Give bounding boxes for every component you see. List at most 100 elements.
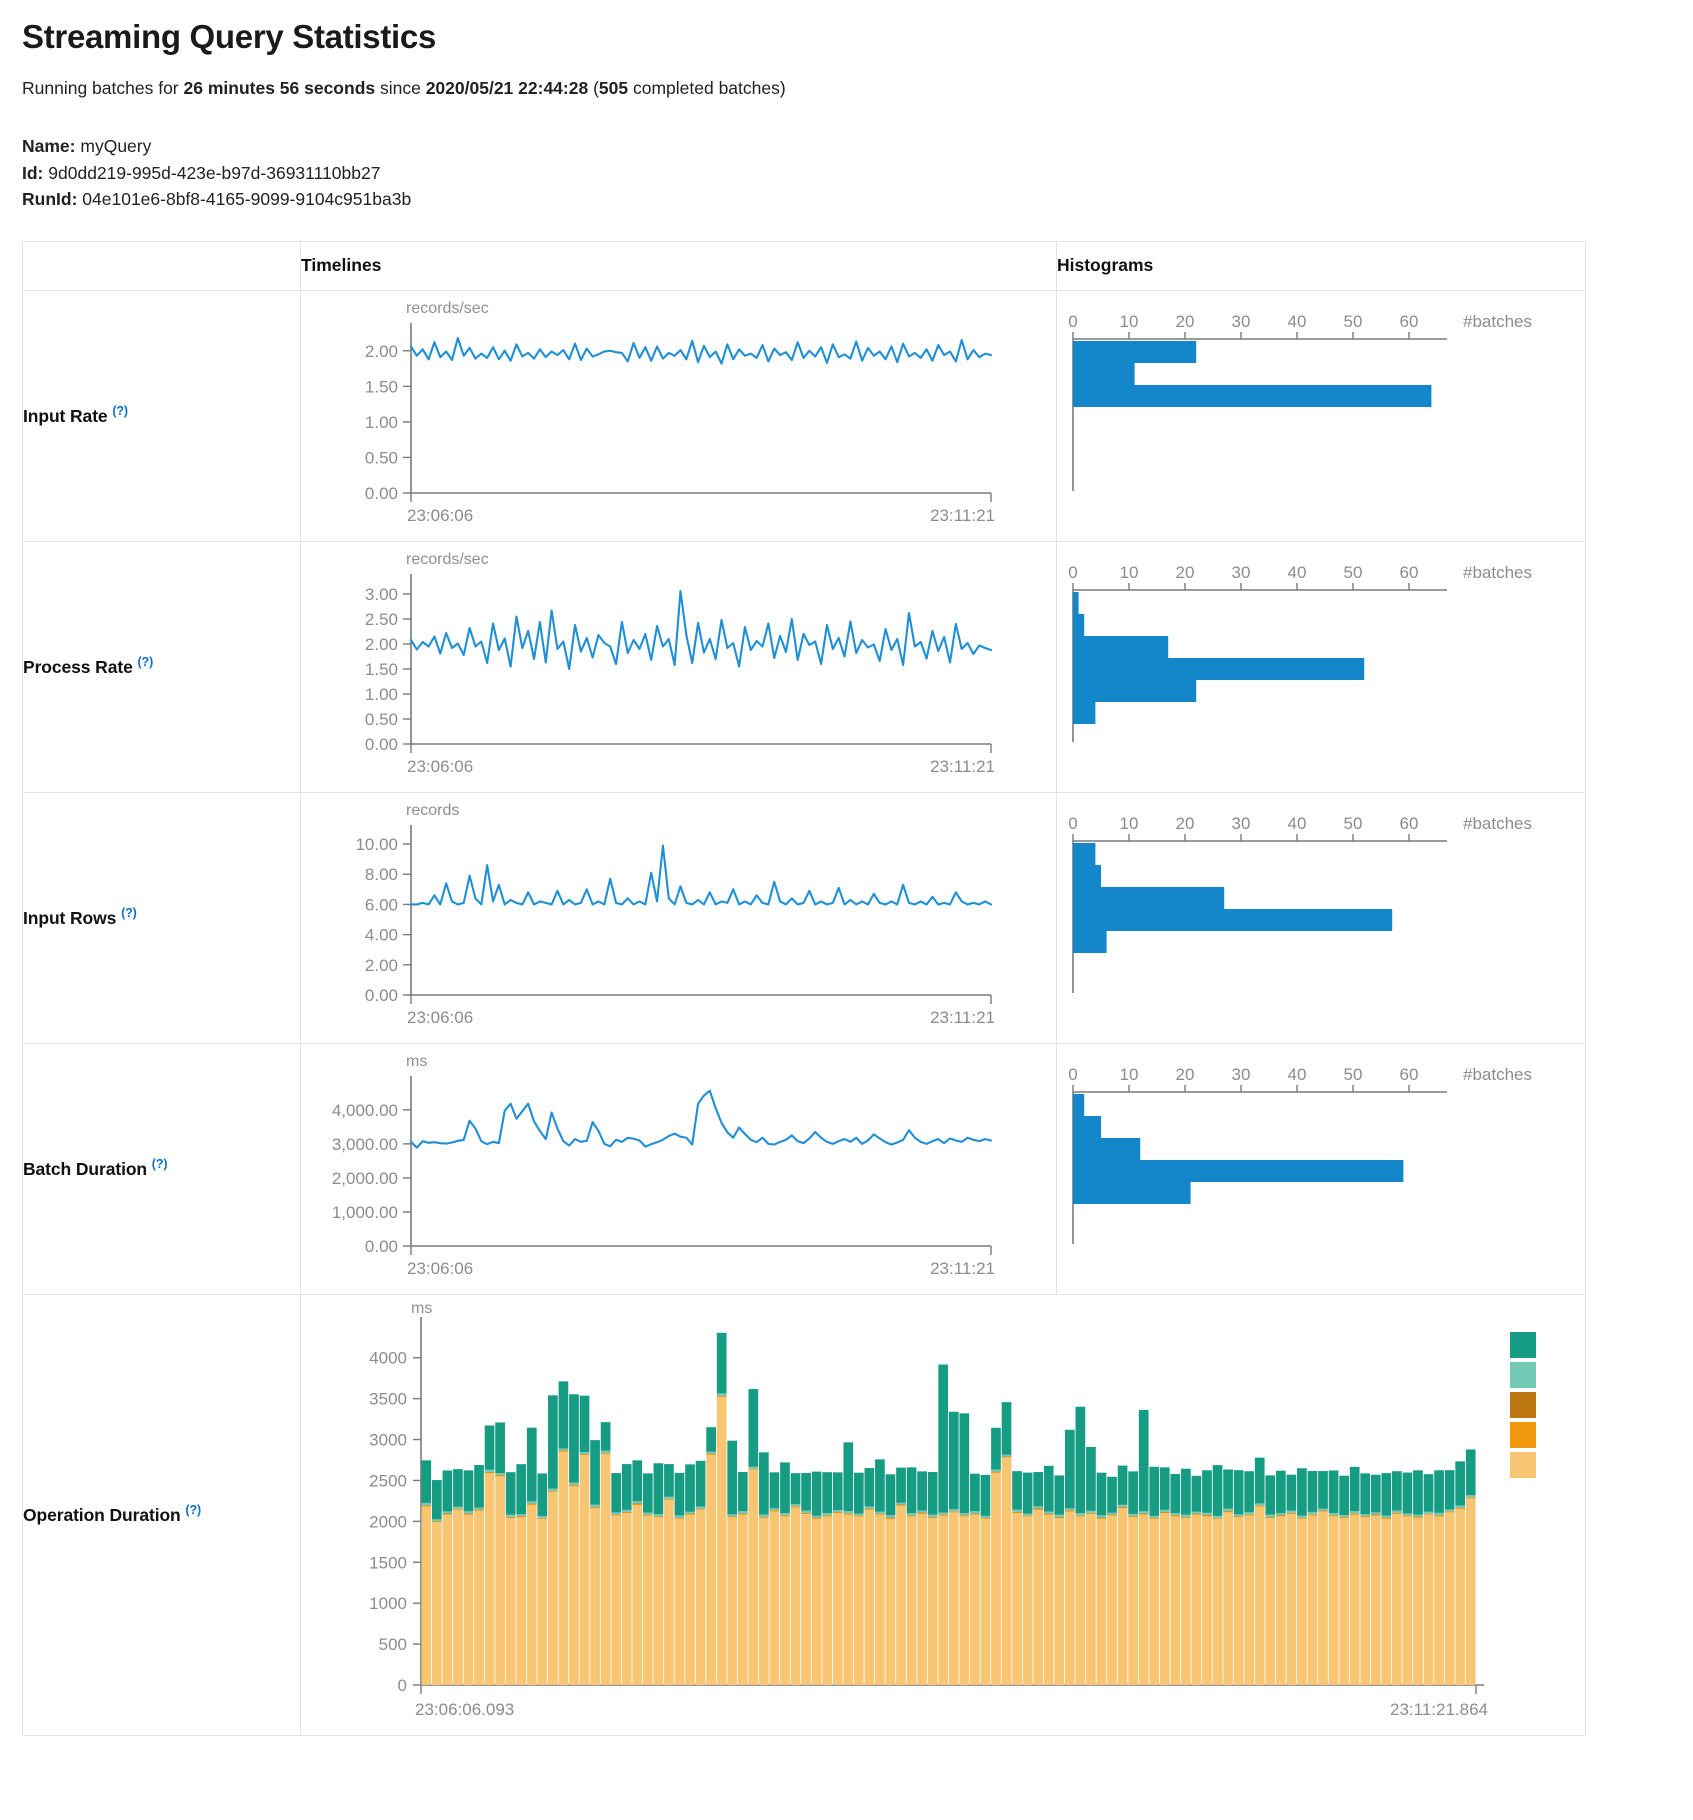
svg-text:10: 10 bbox=[1120, 312, 1139, 331]
query-metadata: Name: myQuery Id: 9d0dd219-995d-423e-b97… bbox=[22, 133, 1671, 213]
histogram-cell-process-rate: 0 10 20 30 40 50 60 #batches bbox=[1056, 540, 1586, 793]
svg-text:30: 30 bbox=[1232, 312, 1251, 331]
process-rate-histogram-chart[interactable]: 0 10 20 30 40 50 60 #batches bbox=[1057, 542, 1585, 792]
svg-text:0: 0 bbox=[1068, 1065, 1077, 1084]
svg-text:500: 500 bbox=[379, 1635, 407, 1654]
svg-text:50: 50 bbox=[1344, 563, 1363, 582]
meta-name-key: Name: bbox=[22, 136, 76, 156]
svg-text:0.00: 0.00 bbox=[365, 986, 398, 1005]
svg-text:2.00: 2.00 bbox=[365, 635, 398, 654]
running-batches-summary: Running batches for 26 minutes 56 second… bbox=[22, 78, 1671, 99]
svg-text:20: 20 bbox=[1176, 312, 1195, 331]
svg-text:3,000.00: 3,000.00 bbox=[332, 1135, 398, 1154]
meta-id-value: 9d0dd219-995d-423e-b97d-36931110bb27 bbox=[48, 162, 381, 183]
timeline-cell-input-rate: records/sec 0.00 0.50 1.00 1.50 2.00 23:06:06 2… bbox=[300, 289, 1057, 542]
summary-batch-count: 505 bbox=[598, 78, 629, 98]
svg-text:50: 50 bbox=[1344, 1065, 1363, 1084]
svg-text:2,000.00: 2,000.00 bbox=[332, 1169, 398, 1188]
meta-id-key: Id: bbox=[22, 162, 44, 183]
table-row: Batch Duration (?) ms 0.00 1,000.00 2,000.0… bbox=[22, 1042, 1586, 1295]
row-label-input-rows: Input Rows (?) bbox=[22, 791, 301, 1044]
help-icon[interactable]: (?) bbox=[112, 404, 128, 419]
svg-text:2500: 2500 bbox=[369, 1471, 407, 1490]
svg-text:records/sec: records/sec bbox=[406, 551, 489, 568]
svg-text:50: 50 bbox=[1344, 814, 1363, 833]
histogram-cell-input-rows: 0 10 20 30 40 50 60 #batches bbox=[1056, 791, 1586, 1044]
summary-paren-open: ( bbox=[588, 78, 599, 98]
svg-text:records/sec: records/sec bbox=[406, 300, 489, 317]
svg-text:3000: 3000 bbox=[369, 1430, 407, 1449]
svg-text:10: 10 bbox=[1120, 1065, 1139, 1084]
table-row: Process Rate (?) records/sec 0.00 0.50 1.00… bbox=[22, 540, 1586, 793]
svg-text:40: 40 bbox=[1288, 814, 1307, 833]
svg-text:0.00: 0.00 bbox=[365, 735, 398, 754]
svg-text:#batches: #batches bbox=[1463, 814, 1532, 833]
process-rate-timeline-chart[interactable]: records/sec 0.00 0.50 1.00 1.50 2.00 2.50 3.00 2… bbox=[301, 542, 1056, 792]
svg-text:60: 60 bbox=[1400, 814, 1419, 833]
svg-text:0.50: 0.50 bbox=[365, 710, 398, 729]
table-row: Input Rate (?) records/sec 0.00 0.50 1.00 1.… bbox=[22, 289, 1586, 542]
header-blank-cell bbox=[22, 240, 301, 291]
help-icon[interactable]: (?) bbox=[137, 655, 154, 670]
timeline-cell-process-rate: records/sec 0.00 0.50 1.00 1.50 2.00 2.50 3.00 2… bbox=[300, 540, 1057, 793]
svg-text:2.00: 2.00 bbox=[365, 956, 398, 975]
help-icon[interactable]: (?) bbox=[121, 906, 137, 921]
summary-since: since bbox=[375, 78, 426, 98]
batch-duration-histogram-chart[interactable]: 0 10 20 30 40 50 60 #batches bbox=[1057, 1044, 1585, 1294]
row-label-text: Process Rate bbox=[23, 657, 133, 678]
input-rate-histogram-chart[interactable]: 0 10 20 30 40 50 60 #batches bbox=[1057, 291, 1585, 541]
summary-prefix: Running batches for bbox=[22, 78, 184, 98]
streaming-query-statistics-page: Streaming Query Statistics Running batch… bbox=[22, 18, 1671, 1736]
svg-text:20: 20 bbox=[1176, 814, 1195, 833]
help-icon[interactable]: (?) bbox=[151, 1157, 168, 1172]
row-label-text: Batch Duration bbox=[23, 1159, 148, 1180]
svg-text:20: 20 bbox=[1176, 563, 1195, 582]
summary-start-time: 2020/05/21 22:44:28 bbox=[425, 78, 589, 98]
svg-text:1.00: 1.00 bbox=[365, 413, 398, 432]
timeline-cell-input-rows: records 0.00 2.00 4.00 6.00 8.00 10.00 23:06:06… bbox=[300, 791, 1057, 1044]
input-rate-timeline-chart[interactable]: records/sec 0.00 0.50 1.00 1.50 2.00 23:06:06 2… bbox=[301, 291, 1056, 541]
svg-text:40: 40 bbox=[1288, 312, 1307, 331]
operation-duration-cell: ms 0 500 1000 1500 2000 2500 3000 3500 4000 23:06:… bbox=[300, 1293, 1586, 1736]
svg-text:50: 50 bbox=[1344, 312, 1363, 331]
svg-text:23:06:06: 23:06:06 bbox=[407, 506, 473, 525]
statistics-table: Timelines Histograms Input Rate (?) reco… bbox=[22, 240, 1586, 1736]
svg-text:0: 0 bbox=[1068, 563, 1077, 582]
row-label-text: Input Rate bbox=[23, 406, 108, 427]
operation-duration-chart[interactable]: ms 0 500 1000 1500 2000 2500 3000 3500 4000 23:06:… bbox=[301, 1295, 1585, 1735]
row-label-input-rate: Input Rate (?) bbox=[22, 289, 301, 542]
svg-text:6.00: 6.00 bbox=[365, 895, 398, 914]
svg-text:0.50: 0.50 bbox=[365, 448, 398, 467]
table-row: Input Rows (?) records 0.00 2.00 4.00 6.00 8.… bbox=[22, 791, 1586, 1044]
timeline-cell-batch-duration: ms 0.00 1,000.00 2,000.00 3,000.00 4,000.00 23… bbox=[300, 1042, 1057, 1295]
svg-text:2.00: 2.00 bbox=[365, 342, 398, 361]
summary-batch-tail: completed batches) bbox=[628, 78, 786, 98]
svg-text:1.50: 1.50 bbox=[365, 660, 398, 679]
svg-text:60: 60 bbox=[1400, 563, 1419, 582]
svg-text:23:06:06: 23:06:06 bbox=[407, 1259, 473, 1278]
page-title: Streaming Query Statistics bbox=[22, 18, 437, 55]
svg-text:ms: ms bbox=[411, 1300, 432, 1317]
svg-text:#batches: #batches bbox=[1463, 1065, 1532, 1084]
svg-text:1.50: 1.50 bbox=[365, 377, 398, 396]
meta-name-value: myQuery bbox=[80, 136, 152, 156]
svg-text:#batches: #batches bbox=[1463, 563, 1532, 582]
batch-duration-timeline-chart[interactable]: ms 0.00 1,000.00 2,000.00 3,000.00 4,000.00 23… bbox=[301, 1044, 1056, 1294]
svg-text:3.00: 3.00 bbox=[365, 585, 398, 604]
input-rows-timeline-chart[interactable]: records 0.00 2.00 4.00 6.00 8.00 10.00 23:06:06… bbox=[301, 793, 1056, 1043]
svg-text:40: 40 bbox=[1288, 1065, 1307, 1084]
svg-text:20: 20 bbox=[1176, 1065, 1195, 1084]
svg-text:60: 60 bbox=[1400, 312, 1419, 331]
svg-text:4.00: 4.00 bbox=[365, 925, 398, 944]
svg-text:0: 0 bbox=[1068, 814, 1077, 833]
svg-text:4000: 4000 bbox=[369, 1349, 407, 1368]
svg-text:1500: 1500 bbox=[369, 1553, 407, 1572]
input-rows-histogram-chart[interactable]: 0 10 20 30 40 50 60 #batches bbox=[1057, 793, 1585, 1043]
svg-text:40: 40 bbox=[1288, 563, 1307, 582]
svg-text:3500: 3500 bbox=[369, 1389, 407, 1408]
svg-text:23:11:21: 23:11:21 bbox=[930, 757, 995, 776]
svg-text:23:11:21.864: 23:11:21.864 bbox=[1390, 1700, 1488, 1719]
meta-id-row: Id: 9d0dd219-995d-423e-b97d-36931110bb27 bbox=[22, 160, 1671, 187]
help-icon[interactable]: (?) bbox=[185, 1503, 202, 1518]
meta-runid-value: 04e101e6-8bf8-4165-9099-9104c951ba3b bbox=[82, 189, 412, 210]
